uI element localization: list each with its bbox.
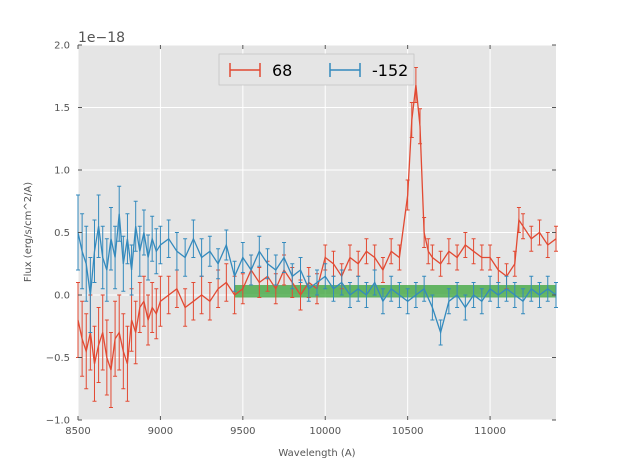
x-tick-label-4: 10500: [392, 426, 424, 437]
y-axis-label: Flux (erg/s/cm^2/A): [23, 182, 34, 282]
series--152: [76, 185, 558, 346]
legend-label-minus-152: -152: [372, 61, 408, 80]
y-tick-label-0: −1.0: [46, 416, 70, 427]
x-tick-label-0: 8500: [65, 426, 90, 437]
x-axis-label: Wavelength (A): [278, 448, 355, 459]
x-tick-label-2: 9500: [230, 426, 255, 437]
y-tick-label-2: 0.0: [54, 291, 70, 302]
legend[interactable]: 68 -152: [218, 53, 415, 86]
y-tick-label-4: 1.0: [54, 166, 70, 177]
y-tick-label-3: 0.5: [54, 228, 70, 239]
y-tick-label-1: −0.5: [46, 353, 70, 364]
y-tick-label-5: 1.5: [54, 103, 70, 114]
y-tick-label-6: 2.0: [54, 41, 70, 52]
x-tick-label-5: 11000: [474, 426, 506, 437]
y-offset-label: 1e−18: [78, 30, 125, 46]
axes: 8500 9000 9500 10000 10500 11000 −1.0 −0.5 0.0 0.…: [46, 41, 556, 437]
series-layer: [76, 67, 558, 408]
x-tick-label-3: 10000: [309, 426, 341, 437]
legend-label-68: 68: [272, 61, 292, 80]
legend-entry-68[interactable]: 68: [229, 61, 292, 80]
legend-entry-minus-152[interactable]: -152: [329, 61, 408, 80]
x-tick-label-1: 9000: [148, 426, 173, 437]
